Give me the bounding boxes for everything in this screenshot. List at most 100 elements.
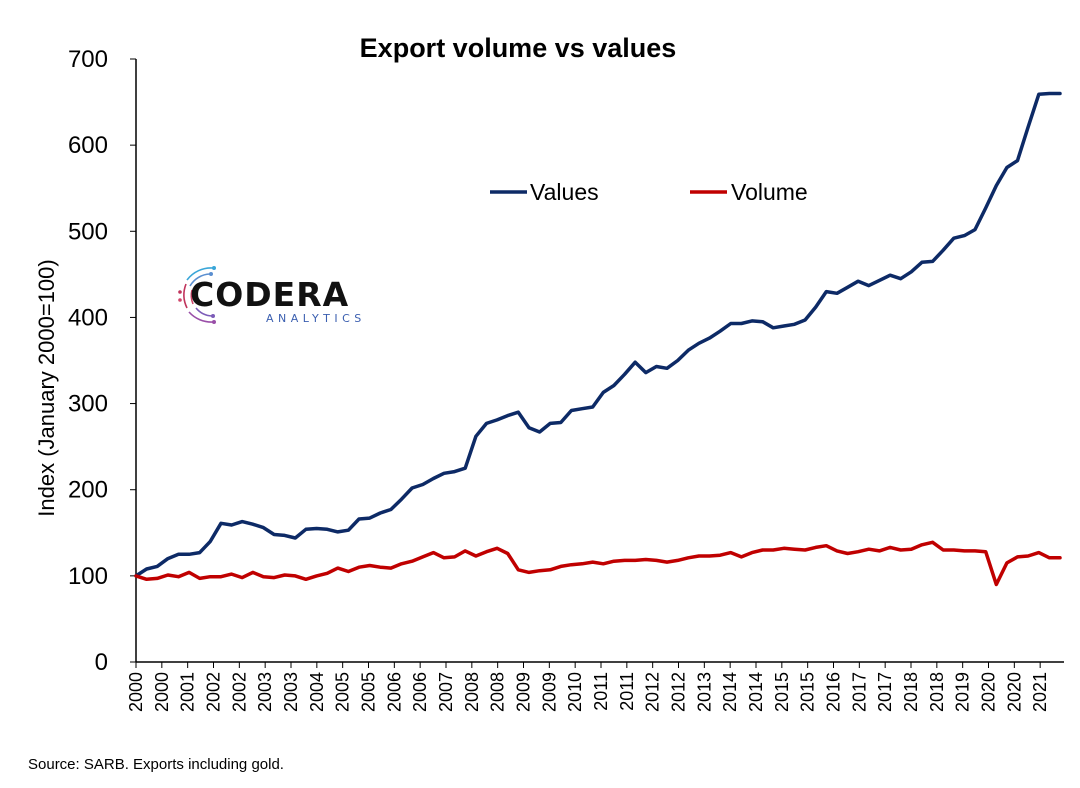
data-point-volume (167, 575, 168, 576)
data-point-volume (475, 556, 476, 557)
data-point-volume (656, 560, 657, 561)
data-point-values (868, 285, 869, 286)
data-point-values (858, 281, 859, 282)
data-point-values (221, 523, 222, 524)
data-point-values (242, 521, 243, 522)
data-point-values (507, 415, 508, 416)
x-tick-label: 2001 (178, 672, 198, 712)
data-point-values (263, 527, 264, 528)
y-tick-label: 100 (68, 563, 108, 590)
data-point-volume (805, 550, 806, 551)
data-point-volume (412, 561, 413, 562)
data-point-volume (210, 576, 211, 577)
data-point-volume (146, 579, 147, 580)
series-line-values (134, 91, 1062, 578)
series-lines (134, 91, 1062, 587)
data-point-values (539, 432, 540, 433)
legend: Values Volume (490, 179, 808, 205)
x-tick-label: 2005 (333, 672, 353, 712)
data-point-values (518, 412, 519, 413)
data-point-values (603, 392, 604, 393)
codera-logo: CODERA ANALYTICS (178, 266, 361, 325)
x-tick-label: 2017 (875, 672, 895, 712)
data-point-values (752, 320, 753, 321)
data-point-values (1006, 167, 1007, 168)
data-point-values (1038, 94, 1039, 95)
data-point-volume (390, 568, 391, 569)
data-point-volume (231, 574, 232, 575)
data-point-volume (730, 552, 731, 553)
data-point-values (1049, 93, 1050, 94)
x-tick-label: 2014 (720, 672, 740, 712)
data-point-values (167, 558, 168, 559)
data-point-values (337, 531, 338, 532)
data-point-values (359, 519, 360, 520)
data-point-values (656, 366, 657, 367)
x-tick-label: 2012 (643, 672, 663, 712)
data-point-values (305, 529, 306, 530)
data-point-volume (465, 550, 466, 551)
data-point-values (943, 250, 944, 251)
x-tick-label: 2009 (514, 672, 534, 712)
data-point-volume (709, 556, 710, 557)
x-tick-label: 2003 (281, 672, 301, 712)
x-tick-label: 2000 (126, 672, 146, 712)
data-point-volume (295, 575, 296, 576)
data-point-values (210, 541, 211, 542)
data-point-volume (773, 550, 774, 551)
legend-label-values: Values (530, 179, 599, 205)
data-point-volume (571, 564, 572, 565)
data-point-volume (1028, 556, 1029, 557)
data-point-volume (422, 556, 423, 557)
data-point-values (550, 423, 551, 424)
data-point-volume (815, 547, 816, 548)
data-point-values (1060, 93, 1061, 94)
data-point-volume (274, 577, 275, 578)
data-point-volume (242, 577, 243, 578)
x-tick-label: 2009 (539, 672, 559, 712)
circuit-logo-icon (178, 266, 216, 324)
x-tick-label: 2006 (410, 672, 430, 712)
data-point-volume (380, 567, 381, 568)
data-point-volume (879, 550, 880, 551)
data-point-volume (996, 584, 997, 585)
data-point-values (146, 569, 147, 570)
data-point-values (231, 525, 232, 526)
x-tick-label: 2012 (669, 672, 689, 712)
data-point-volume (327, 573, 328, 574)
data-point-values (879, 280, 880, 281)
data-point-volume (337, 568, 338, 569)
x-tick-label: 2020 (1004, 672, 1024, 712)
data-point-values (720, 331, 721, 332)
data-point-volume (911, 549, 912, 550)
data-point-volume (667, 562, 668, 563)
data-point-volume (157, 578, 158, 579)
data-point-volume (592, 562, 593, 563)
data-point-values (274, 534, 275, 535)
y-tick-label: 600 (68, 132, 108, 159)
x-tick-label: 2011 (617, 672, 637, 711)
x-tick-label: 2005 (359, 672, 379, 712)
data-point-volume (921, 544, 922, 545)
y-tick-label: 500 (68, 218, 108, 245)
data-point-values (762, 321, 763, 322)
data-point-values (805, 320, 806, 321)
data-point-volume (454, 556, 455, 557)
data-point-volume (677, 560, 678, 561)
data-point-volume (1017, 556, 1018, 557)
x-tick-label: 2011 (591, 672, 611, 711)
y-tick-label: 400 (68, 304, 108, 331)
data-point-values (826, 291, 827, 292)
data-point-values (571, 410, 572, 411)
x-tick-label: 2008 (488, 672, 508, 712)
data-point-volume (953, 550, 954, 551)
data-point-volume (635, 560, 636, 561)
data-point-volume (305, 579, 306, 580)
data-point-values (348, 530, 349, 531)
data-point-volume (444, 557, 445, 558)
y-tick-label: 0 (95, 649, 108, 676)
x-tick-label: 2006 (384, 672, 404, 712)
y-tick-label: 200 (68, 477, 108, 504)
data-point-values (783, 326, 784, 327)
